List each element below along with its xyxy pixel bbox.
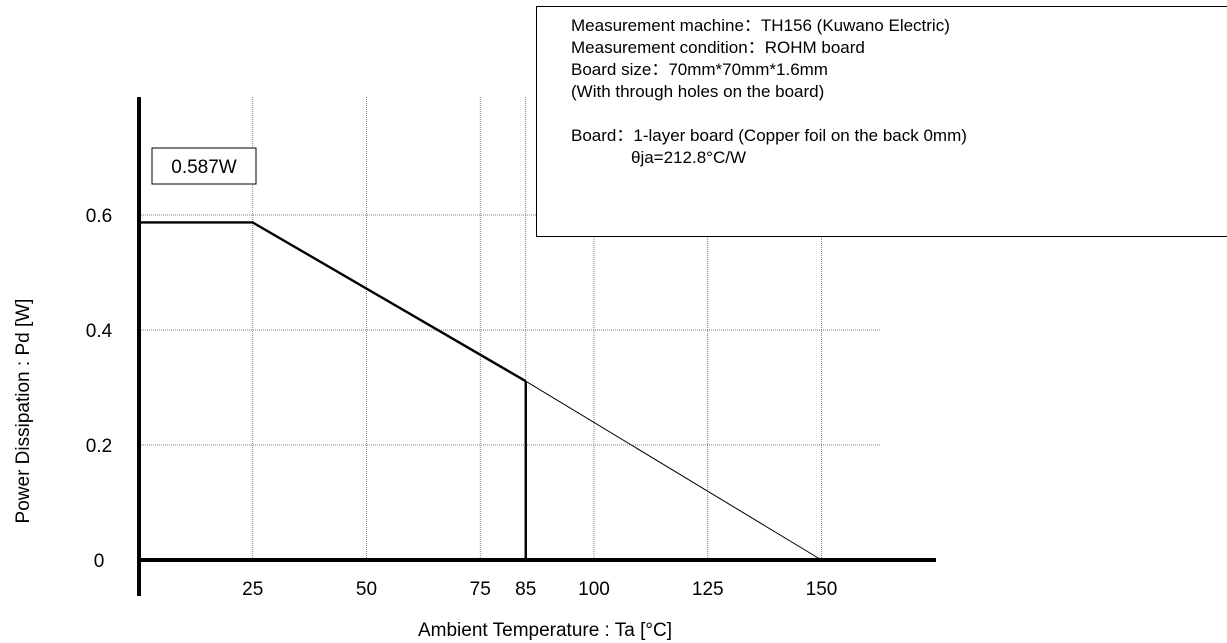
info-condition: Measurement condition：ROHM board bbox=[571, 38, 865, 57]
axes bbox=[137, 97, 936, 596]
x-tick-label: 100 bbox=[578, 579, 610, 600]
series-lines bbox=[139, 221, 822, 561]
annotation-box bbox=[151, 147, 257, 185]
y-tick-label: 0.4 bbox=[86, 321, 113, 342]
x-tick-label: 150 bbox=[806, 579, 838, 600]
y-tick-label: 0.2 bbox=[86, 436, 112, 457]
x-tick-label: 75 bbox=[470, 579, 491, 600]
x-axis-label: Ambient Temperature : Ta [°C] bbox=[418, 620, 672, 641]
annotation-group: 0.587W bbox=[151, 147, 257, 185]
tick-labels: 25 50 75 85 100 125 150 0 0.2 0.4 0.6 bbox=[86, 206, 838, 600]
annotation-label: 0.587W bbox=[171, 157, 237, 178]
measurement-info-box: Measurement machine：TH156 (Kuwano Electr… bbox=[536, 6, 1227, 237]
y-tick-label: 0 bbox=[94, 551, 105, 572]
x-tick-label: 50 bbox=[356, 579, 377, 600]
x-tick-label: 85 bbox=[515, 579, 536, 600]
x-tick-label: 125 bbox=[692, 579, 724, 600]
pd-line bbox=[525, 380, 822, 561]
info-machine: Measurement machine：TH156 (Kuwano Electr… bbox=[571, 16, 950, 35]
info-through-holes: (With through holes on the board) bbox=[571, 82, 825, 101]
info-theta-ja: θja=212.8°C/W bbox=[631, 148, 746, 167]
pd-line bbox=[139, 221, 527, 383]
x-tick-label: 25 bbox=[242, 579, 263, 600]
y-axis-label: Power Dissipation : Pd [W] bbox=[13, 299, 34, 524]
y-tick-label: 0.6 bbox=[86, 206, 112, 227]
info-board-type: Board：1-layer board (Copper foil on the … bbox=[571, 126, 967, 145]
info-board-size: Board size：70mm*70mm*1.6mm bbox=[571, 60, 828, 79]
grid-lines bbox=[139, 97, 880, 560]
